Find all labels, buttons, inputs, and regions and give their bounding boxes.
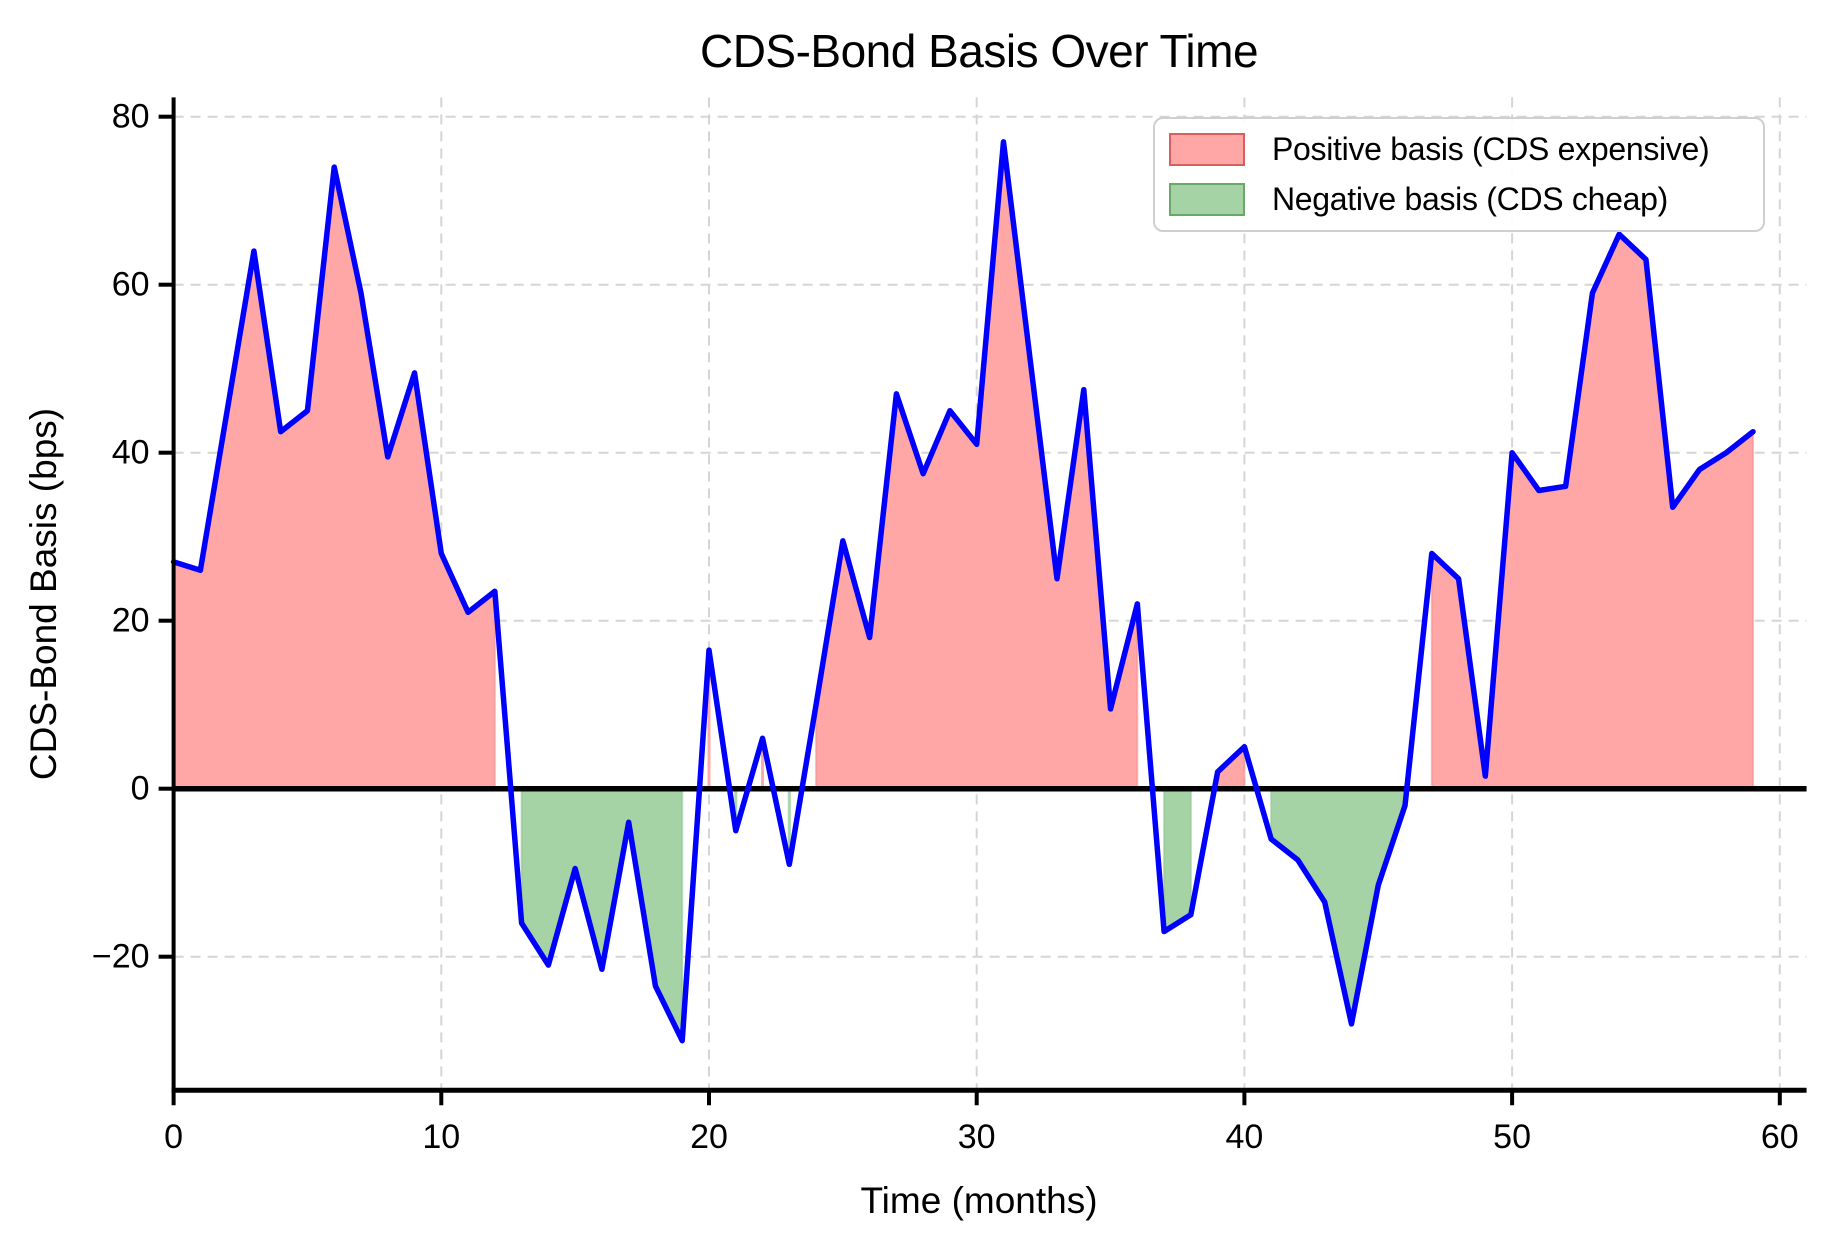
positive-basis-swatch xyxy=(1169,133,1245,167)
x-tick-label-60: 60 xyxy=(1760,1118,1799,1157)
legend-label-negative: Negative basis (CDS cheap) xyxy=(1272,180,1668,217)
x-tick-label-10: 10 xyxy=(422,1118,461,1157)
x-tick-label-30: 30 xyxy=(957,1118,996,1157)
x-tick-label-50: 50 xyxy=(1493,1118,1532,1157)
negative-basis-swatch xyxy=(1169,182,1245,216)
y-tick-label-20: 20 xyxy=(111,601,150,640)
negative-basis-fill xyxy=(520,787,684,1042)
legend-item-negative: Negative basis (CDS cheap) xyxy=(1155,181,1763,218)
x-tick-label-20: 20 xyxy=(690,1118,728,1157)
negative-basis-fill xyxy=(1163,787,1192,934)
y-tick-label-−20: −20 xyxy=(91,937,150,976)
chart-title: CDS-Bond Basis Over Time xyxy=(699,25,1259,77)
legend-item-positive: Positive basis (CDS expensive) xyxy=(1155,131,1763,168)
cds-bond-basis-line xyxy=(170,139,1756,1044)
y-axis-label: CDS-Bond Basis (bps) xyxy=(23,407,64,781)
positive-basis-fill xyxy=(1430,232,1755,790)
y-tick-label-80: 80 xyxy=(111,97,150,136)
x-tick-label-40: 40 xyxy=(1225,1118,1264,1157)
legend-label-positive: Positive basis (CDS expensive) xyxy=(1272,131,1710,168)
x-tick-label-0: 0 xyxy=(164,1118,184,1157)
y-tick-label-60: 60 xyxy=(111,265,150,304)
y-tick-label-40: 40 xyxy=(111,433,150,472)
y-tick-label-0: 0 xyxy=(130,769,150,808)
legend-box: Positive basis (CDS expensive) Negative … xyxy=(1153,117,1765,232)
x-axis-label: Time (months) xyxy=(860,1180,1098,1221)
positive-basis-fill xyxy=(172,166,496,790)
negative-basis-fill xyxy=(1270,787,1407,1025)
